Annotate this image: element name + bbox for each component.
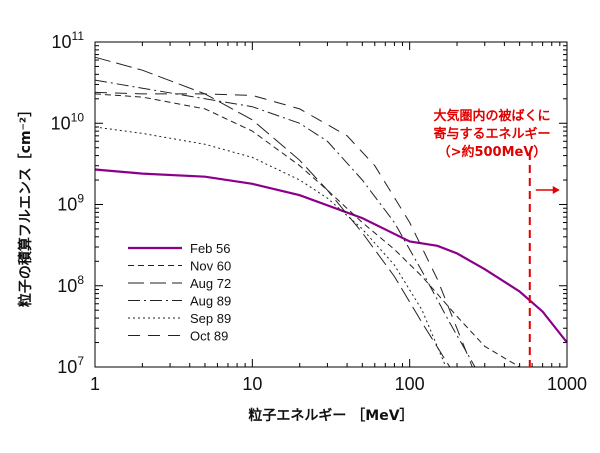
legend-label: Oct 89 (190, 329, 228, 344)
x-tick-label: 100 (395, 374, 425, 394)
tick-labels: 1 10 100 1000 107 108 109 1010 1011 (51, 29, 587, 394)
legend-label: Feb 56 (190, 241, 230, 256)
series-line-oct-89 (94, 91, 473, 368)
series-line-feb-56 (94, 168, 568, 344)
y-tick-label: 107 (57, 354, 84, 377)
legend-label: Sep 89 (190, 311, 231, 326)
y-axis-title: 粒子の積算フルエンス［cm⁻²］ (17, 103, 34, 307)
legend-label: Aug 72 (190, 276, 231, 291)
y-tick-label: 1010 (51, 110, 85, 133)
axis-ticks (94, 42, 567, 368)
y-tick-label: 1011 (52, 29, 85, 52)
annotation-text: 寄与するエネルギー (433, 126, 550, 142)
legend-label: Nov 60 (190, 259, 231, 274)
legend-label: Aug 89 (190, 294, 231, 309)
annotation-text: （>約500MeV） (438, 144, 547, 160)
x-tick-label: 1 (90, 374, 100, 394)
threshold-arrow-head (552, 186, 560, 194)
y-tick-label: 108 (57, 273, 84, 296)
x-axis-title: 粒子エネルギー ［MeV］ (248, 407, 413, 424)
series-layer (94, 56, 568, 368)
x-tick-label: 1000 (547, 374, 587, 394)
series-line-aug-72 (94, 56, 451, 368)
plot-frame (94, 41, 568, 368)
series-line-aug-89 (94, 79, 476, 368)
x-tick-label: 10 (242, 374, 262, 394)
series-line-nov-60 (94, 93, 520, 368)
legend: Feb 56 Nov 60 Aug 72 Aug 89 Sep 89 Oct 89 (128, 241, 231, 344)
annotation-text: 大気圏内の被ばくに (433, 108, 550, 124)
y-tick-label: 109 (57, 192, 84, 215)
